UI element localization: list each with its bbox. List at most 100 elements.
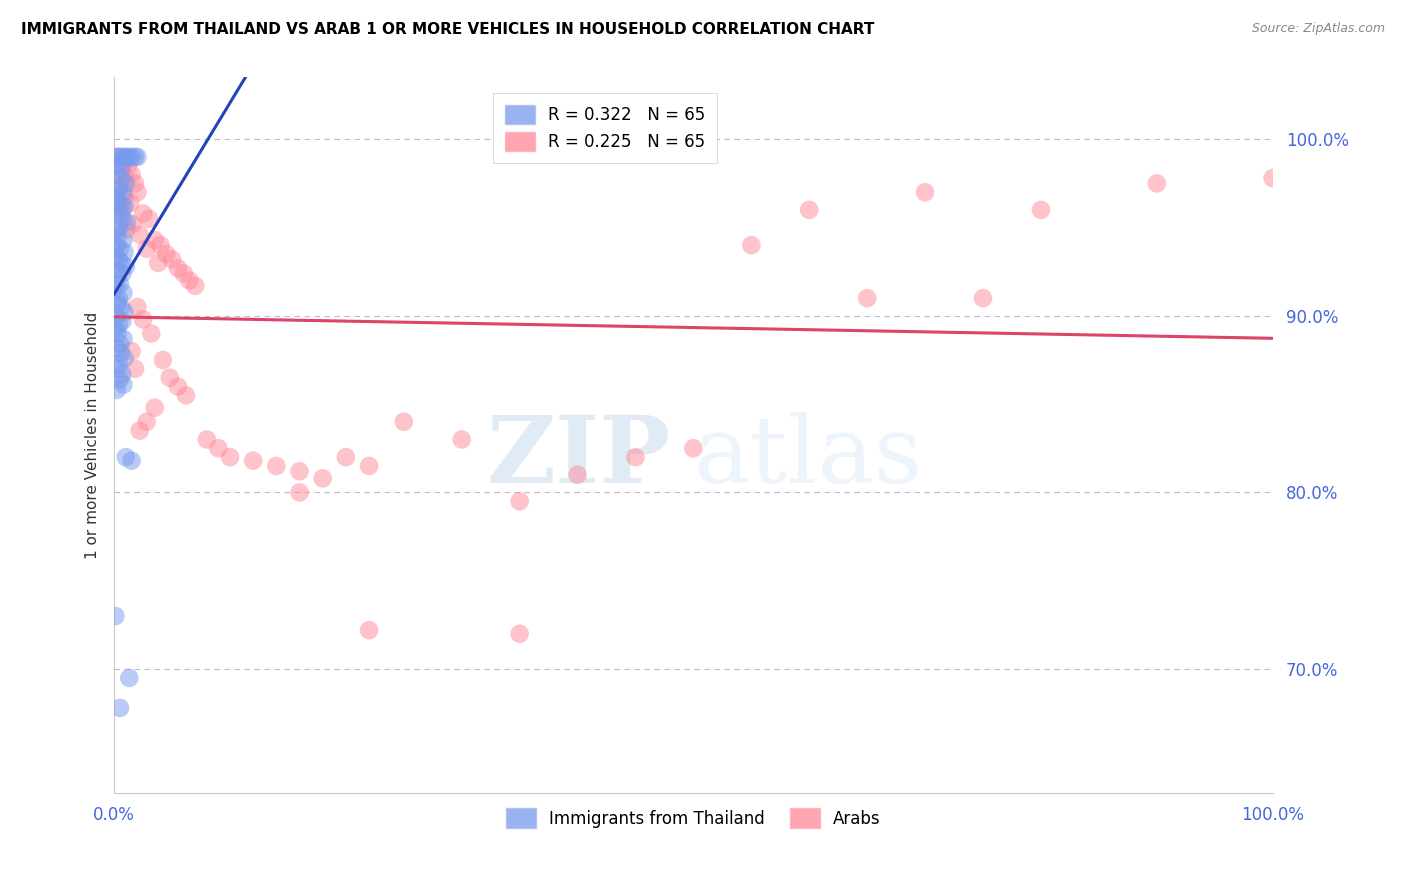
Point xyxy=(104,249,127,263)
Point xyxy=(121,150,143,164)
Point xyxy=(104,224,127,238)
Point xyxy=(112,233,135,247)
Point xyxy=(111,202,134,217)
Point xyxy=(105,383,128,397)
Point xyxy=(799,202,821,217)
Point xyxy=(114,450,136,464)
Point xyxy=(972,291,994,305)
Point xyxy=(111,159,134,173)
Point xyxy=(288,485,311,500)
Point xyxy=(110,300,132,314)
Legend: Immigrants from Thailand, Arabs: Immigrants from Thailand, Arabs xyxy=(499,802,887,834)
Point xyxy=(312,471,335,485)
Point xyxy=(117,159,139,173)
Point xyxy=(121,453,143,467)
Point xyxy=(108,357,131,371)
Point xyxy=(1029,202,1052,217)
Point xyxy=(108,372,131,386)
Point xyxy=(138,211,160,226)
Point xyxy=(108,150,131,164)
Point xyxy=(509,494,531,508)
Point xyxy=(114,177,136,191)
Point xyxy=(107,159,129,173)
Point xyxy=(242,453,264,467)
Point xyxy=(159,370,181,384)
Point xyxy=(288,464,311,478)
Point xyxy=(110,197,132,211)
Point xyxy=(266,458,288,473)
Point xyxy=(121,217,143,231)
Point xyxy=(143,401,166,415)
Point xyxy=(108,318,131,332)
Point xyxy=(108,242,131,256)
Text: ZIP: ZIP xyxy=(486,411,671,501)
Point xyxy=(114,150,136,164)
Point xyxy=(112,285,135,300)
Point xyxy=(127,150,149,164)
Point xyxy=(112,150,135,164)
Point xyxy=(128,424,150,438)
Point xyxy=(118,671,141,685)
Point xyxy=(112,377,135,392)
Point xyxy=(128,227,150,242)
Point xyxy=(111,314,134,328)
Text: Source: ZipAtlas.com: Source: ZipAtlas.com xyxy=(1251,22,1385,36)
Point xyxy=(124,150,146,164)
Point xyxy=(856,291,879,305)
Point xyxy=(110,256,132,270)
Point xyxy=(1261,171,1284,186)
Point xyxy=(173,267,195,281)
Point xyxy=(127,186,149,200)
Point xyxy=(195,433,218,447)
Point xyxy=(135,415,157,429)
Point xyxy=(112,332,135,346)
Point xyxy=(111,211,134,226)
Point xyxy=(152,353,174,368)
Point xyxy=(114,199,136,213)
Point xyxy=(740,238,762,252)
Point xyxy=(392,415,415,429)
Point xyxy=(509,626,531,640)
Text: IMMIGRANTS FROM THAILAND VS ARAB 1 OR MORE VEHICLES IN HOUSEHOLD CORRELATION CHA: IMMIGRANTS FROM THAILAND VS ARAB 1 OR MO… xyxy=(21,22,875,37)
Point xyxy=(121,344,143,359)
Y-axis label: 1 or more Vehicles in Household: 1 or more Vehicles in Household xyxy=(86,311,100,558)
Point xyxy=(110,346,132,360)
Point xyxy=(105,238,128,252)
Point xyxy=(112,186,135,200)
Text: atlas: atlas xyxy=(693,411,922,501)
Point xyxy=(143,233,166,247)
Point xyxy=(184,278,207,293)
Point xyxy=(357,458,380,473)
Point xyxy=(148,256,170,270)
Point xyxy=(335,450,357,464)
Point xyxy=(132,312,155,326)
Point xyxy=(167,379,190,393)
Point xyxy=(117,150,139,164)
Point xyxy=(219,450,242,464)
Point xyxy=(107,263,129,277)
Point xyxy=(567,467,589,482)
Point xyxy=(914,186,936,200)
Point xyxy=(114,190,136,204)
Point xyxy=(104,609,127,624)
Point xyxy=(108,701,131,715)
Point xyxy=(111,267,134,281)
Point xyxy=(207,442,229,456)
Point xyxy=(108,182,131,196)
Point xyxy=(108,206,131,220)
Point xyxy=(110,164,132,178)
Point xyxy=(174,388,197,402)
Point xyxy=(104,188,127,202)
Point xyxy=(108,220,131,235)
Point xyxy=(135,242,157,256)
Point xyxy=(121,168,143,182)
Point xyxy=(105,273,128,287)
Point xyxy=(105,150,128,164)
Point xyxy=(179,273,201,287)
Point xyxy=(127,300,149,314)
Point xyxy=(114,260,136,274)
Point xyxy=(450,433,472,447)
Point xyxy=(624,450,647,464)
Point xyxy=(155,247,177,261)
Point xyxy=(107,229,129,244)
